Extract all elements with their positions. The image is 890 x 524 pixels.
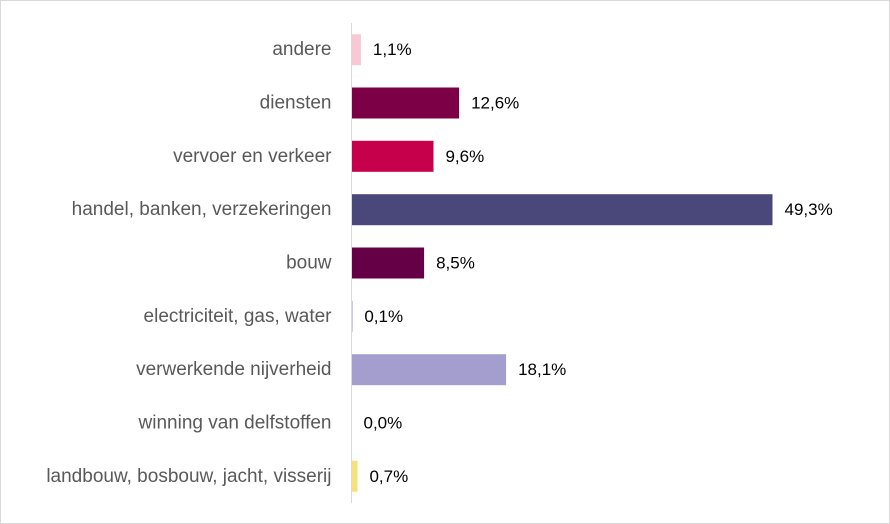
bar-4 [351,247,425,279]
category-label-0: andere [272,39,331,60]
value-label-1: 12,6% [471,94,519,113]
labels-layer: andere 1,1% diensten 12,6% vervoer en verkee… [46,39,832,487]
bars-layer [351,34,773,492]
category-label-5: electriciteit, gas, water [144,306,333,327]
value-label-2: 9,6% [445,147,484,166]
value-label-4: 8,5% [436,254,475,273]
value-label-6: 18,1% [518,360,566,379]
category-label-7: winning van delfstoffen [138,413,332,434]
category-label-4: bouw [286,253,332,274]
bar-1 [351,87,460,119]
bar-2 [351,140,434,172]
category-label-6: verwerkende nijverheid [136,359,331,380]
category-label-1: diensten [260,93,332,114]
bar-8 [351,460,358,492]
value-label-3: 49,3% [785,200,833,219]
category-label-8: landbouw, bosbouw, jacht, visserij [46,466,331,487]
bar-0 [351,34,361,66]
category-label-2: vervoer en verkeer [173,146,332,167]
value-label-0: 1,1% [373,40,412,59]
bar-6 [351,354,507,386]
bar-3 [351,194,773,226]
category-label-3: handel, banken, verzekeringen [72,199,332,220]
value-label-5: 0,1% [364,307,403,326]
value-label-7: 0,0% [364,414,403,433]
value-label-8: 0,7% [369,467,408,486]
